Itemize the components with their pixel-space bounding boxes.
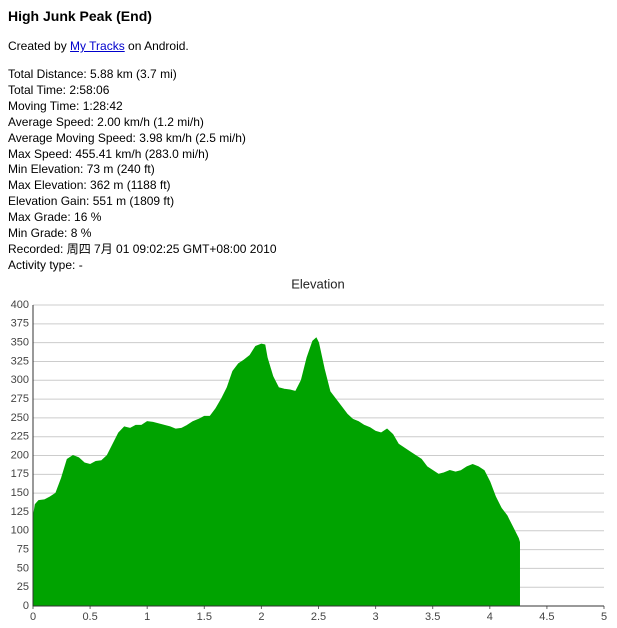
y-tick-label: 325 bbox=[11, 355, 29, 367]
x-tick-label: 1.5 bbox=[197, 611, 212, 623]
stat-line: Total Time: 2:58:06 bbox=[8, 82, 110, 97]
x-tick-label: 0.5 bbox=[82, 611, 97, 623]
x-tick-label: 2 bbox=[258, 611, 264, 623]
y-tick-label: 275 bbox=[11, 393, 29, 405]
y-tick-label: 400 bbox=[11, 299, 29, 311]
x-tick-label: 2.5 bbox=[311, 611, 326, 623]
created-line: Created by My Tracks on Android. bbox=[8, 39, 189, 53]
x-tick-label: 3 bbox=[373, 611, 379, 623]
stat-line: Moving Time: 1:28:42 bbox=[8, 98, 123, 113]
stat-line: Recorded: 周四 7月 01 09:02:25 GMT+08:00 20… bbox=[8, 241, 277, 256]
y-tick-label: 250 bbox=[11, 412, 29, 424]
stat-line: Max Grade: 16 % bbox=[8, 210, 102, 225]
stat-line: Total Distance: 5.88 km (3.7 mi) bbox=[8, 67, 177, 81]
y-tick-label: 25 bbox=[17, 581, 29, 593]
stat-line: Min Elevation: 73 m (240 ft) bbox=[8, 162, 155, 177]
y-tick-label: 175 bbox=[11, 468, 29, 480]
x-tick-label: 4 bbox=[487, 611, 493, 623]
x-tick-label: 0 bbox=[30, 611, 36, 623]
stat-line: Min Grade: 8 % bbox=[8, 226, 92, 241]
y-tick-label: 350 bbox=[11, 337, 29, 349]
area bbox=[32, 337, 520, 607]
y-tick-label: 125 bbox=[11, 506, 29, 518]
page-title: High Junk Peak (End) bbox=[8, 8, 152, 24]
stat-line: Max Elevation: 362 m (1188 ft) bbox=[8, 178, 171, 193]
x-tick-label: 1 bbox=[144, 611, 150, 623]
stat-line: Max Speed: 455.41 km/h (283.0 mi/h) bbox=[8, 146, 209, 161]
x-tick-label: 5 bbox=[601, 611, 607, 623]
y-tick-label: 50 bbox=[17, 562, 29, 574]
stats: Total Distance: 5.88 km (3.7 mi) Total Ti… bbox=[8, 67, 277, 274]
y-tick-label: 150 bbox=[11, 487, 29, 499]
stat-line: Activity type: - bbox=[8, 257, 83, 272]
y-tick-label: 100 bbox=[11, 525, 29, 537]
stat-line: Average Moving Speed: 3.98 km/h (2.5 mi/… bbox=[8, 130, 246, 145]
x-tick-label: 4.5 bbox=[539, 611, 554, 623]
chart-title: Elevation bbox=[291, 276, 344, 291]
x-tick-label: 3.5 bbox=[425, 611, 440, 623]
y-tick-label: 375 bbox=[11, 318, 29, 330]
stat-line: Average Speed: 2.00 km/h (1.2 mi/h) bbox=[8, 114, 204, 129]
stat-line: Elevation Gain: 551 m (1809 ft) bbox=[8, 194, 175, 209]
y-tick-label: 75 bbox=[17, 543, 29, 555]
created-text: on Android. bbox=[124, 39, 189, 53]
my-tracks-link[interactable]: My Tracks bbox=[70, 39, 125, 53]
y-tick-label: 0 bbox=[23, 600, 29, 612]
y-tick-label: 225 bbox=[11, 431, 29, 443]
y-tick-label: 300 bbox=[11, 374, 29, 386]
created-text: Created by bbox=[8, 39, 71, 53]
y-tick-label: 200 bbox=[11, 449, 29, 461]
